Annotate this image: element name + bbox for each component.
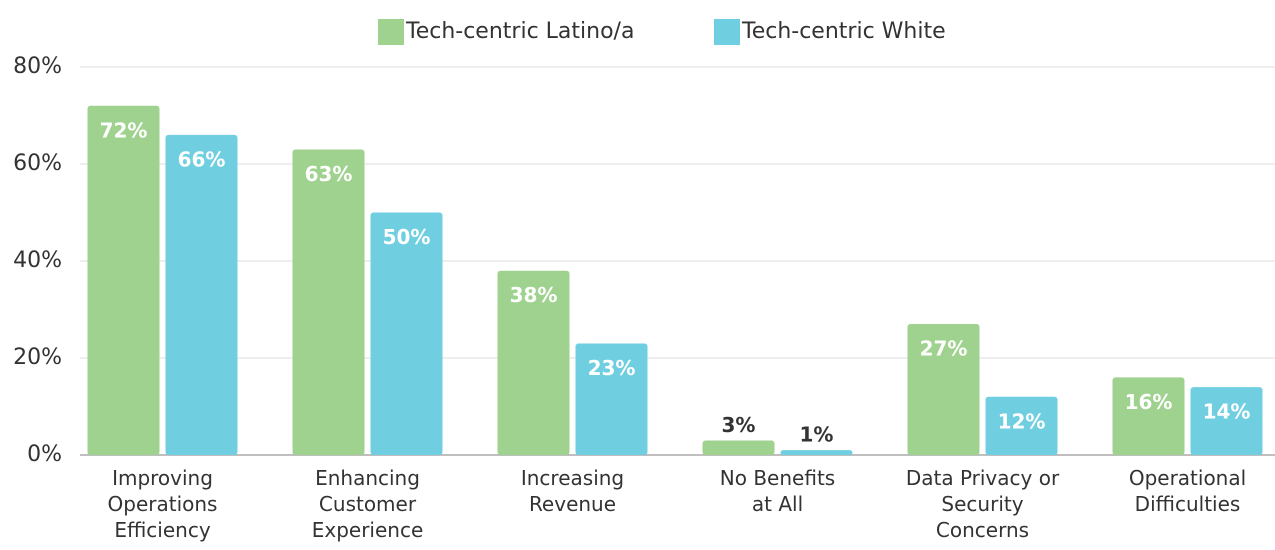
x-tick-label: Data Privacy or Security Concerns bbox=[905, 466, 1060, 542]
value-label: 12% bbox=[998, 409, 1046, 433]
x-tick-label: Increasing Revenue bbox=[520, 466, 625, 516]
bar bbox=[497, 270, 570, 455]
y-tick-label: 0% bbox=[27, 442, 62, 467]
value-label: 63% bbox=[305, 162, 353, 186]
bar bbox=[907, 324, 980, 455]
bar bbox=[575, 343, 648, 455]
bar bbox=[165, 134, 238, 455]
x-tick-label: Operational Difficulties bbox=[1128, 466, 1247, 516]
bar bbox=[780, 450, 853, 455]
bar bbox=[87, 105, 160, 456]
value-label: 23% bbox=[588, 356, 636, 380]
x-tick-label: Enhancing Customer Experience bbox=[311, 466, 424, 542]
value-label: 72% bbox=[100, 118, 148, 142]
value-label: 27% bbox=[920, 337, 968, 361]
value-label: 3% bbox=[722, 413, 756, 437]
value-label: 1% bbox=[800, 423, 834, 447]
y-tick-label: 60% bbox=[13, 151, 62, 176]
y-tick-label: 80% bbox=[13, 54, 62, 79]
legend-label: Tech-centric White bbox=[741, 19, 946, 44]
bar bbox=[702, 440, 775, 455]
legend-swatch bbox=[378, 19, 404, 45]
legend-label: Tech-centric Latino/a bbox=[405, 19, 634, 44]
bar bbox=[985, 396, 1058, 455]
value-label: 66% bbox=[178, 147, 226, 171]
x-tick-label: Improving Operations Efficiency bbox=[107, 466, 218, 542]
value-label: 50% bbox=[383, 225, 431, 249]
bar bbox=[292, 149, 365, 455]
bar bbox=[1190, 387, 1263, 455]
y-tick-label: 20% bbox=[13, 345, 62, 370]
y-tick-label: 40% bbox=[13, 248, 62, 273]
value-label: 14% bbox=[1203, 400, 1251, 424]
value-label: 16% bbox=[1125, 390, 1173, 414]
bar bbox=[370, 212, 443, 455]
x-tick-label: No Benefits at All bbox=[719, 466, 836, 516]
legend-swatch bbox=[714, 19, 740, 45]
bar bbox=[1112, 377, 1185, 455]
value-label: 38% bbox=[510, 283, 558, 307]
